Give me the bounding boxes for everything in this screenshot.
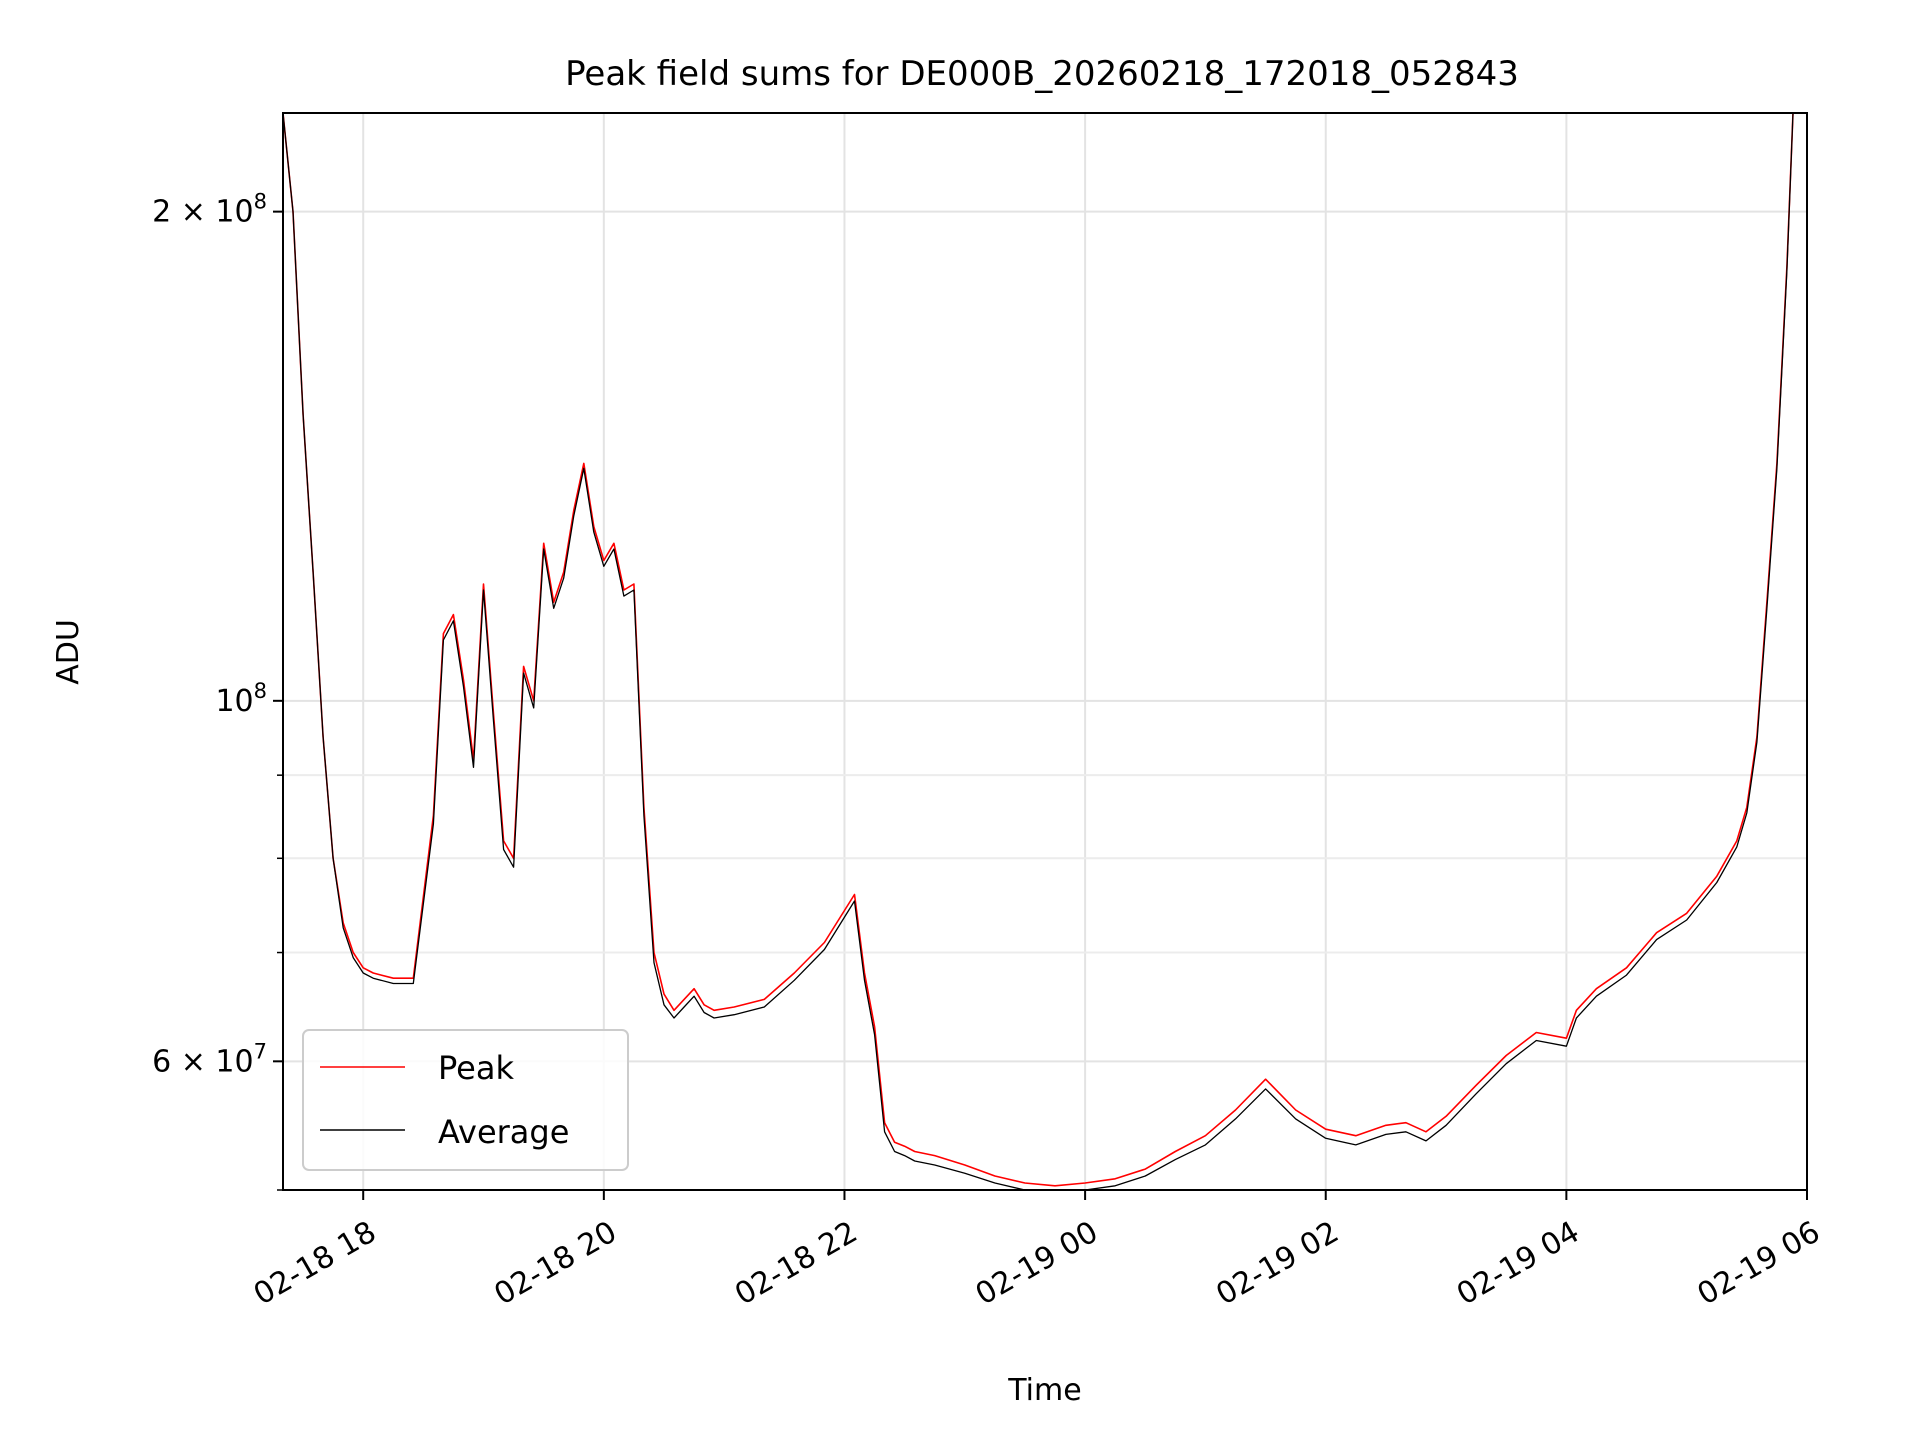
legend: Peak Average [302, 1029, 629, 1171]
chart-title: Peak field sums for DE000B_20260218_1720… [565, 54, 1519, 94]
legend-box [302, 1029, 629, 1171]
series-line-average [283, 113, 1794, 1190]
legend-peak-label: Peak [438, 1049, 514, 1087]
series-line-peak [283, 113, 1794, 1187]
legend-average-label: Average [438, 1113, 569, 1151]
axes-frame [282, 112, 1808, 1191]
series-layer [283, 113, 1794, 1190]
y-axis-ticks: 2 × 108 108 6 × 107 [152, 190, 283, 1191]
plot-area [283, 113, 1794, 1190]
y-tick-label: 108 [215, 679, 267, 719]
y-tick-label: 6 × 107 [152, 1039, 267, 1079]
y-axis-label: ADU [51, 619, 86, 685]
y-tick-label: 2 × 108 [152, 190, 267, 230]
x-axis-label: Time [1007, 1373, 1081, 1408]
